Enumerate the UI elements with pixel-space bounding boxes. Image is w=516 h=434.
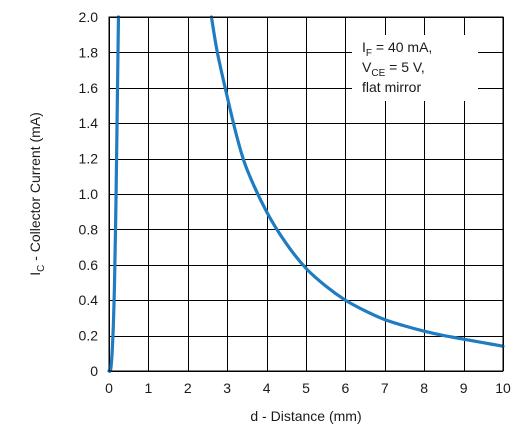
x-tick-label: 4	[263, 380, 271, 396]
y-tick-label: 2.0	[79, 9, 99, 25]
y-tick-labels: 0 0.2 0.4 0.6 0.8 1.0 1.2 1.4 1.6 1.8 2.0	[79, 9, 99, 379]
annotation-line: VCE = 5 V,	[362, 59, 425, 79]
x-tick-label: 3	[223, 380, 231, 396]
y-tick-label: 1.4	[79, 115, 99, 131]
curves	[107, 15, 505, 373]
y-axis-label-main: I	[27, 272, 43, 276]
x-tick-label: 10	[495, 380, 511, 396]
annotation-background	[352, 35, 478, 101]
annotation-line: IF = 40 mA,	[362, 39, 432, 59]
y-tick-label: 1.8	[79, 44, 99, 60]
series-line-1	[209, 15, 505, 348]
annotation-line: flat mirror	[362, 79, 421, 95]
series-line-0	[107, 15, 121, 373]
x-axis-label: d - Distance (mm)	[250, 408, 361, 424]
y-tick-label: 1.0	[79, 186, 99, 202]
annotation: IF = 40 mA,VCE = 5 V,flat mirror	[362, 39, 432, 95]
y-tick-label: 1.6	[79, 80, 99, 96]
x-tick-label: 2	[184, 380, 192, 396]
x-tick-label: 6	[342, 380, 350, 396]
y-tick-label: 0	[90, 363, 98, 379]
x-tick-label: 8	[420, 380, 428, 396]
x-tick-labels: 0 1 2 3 4 5 6 7 8 9 10	[105, 380, 511, 396]
y-axis-label-subscript: C	[36, 265, 47, 272]
y-tick-label: 0.2	[79, 328, 99, 344]
x-tick-label: 9	[460, 380, 468, 396]
x-tick-label: 7	[381, 380, 389, 396]
x-tick-label: 1	[145, 380, 153, 396]
plot-frame	[108, 16, 504, 372]
y-tick-label: 0.8	[79, 221, 99, 237]
y-axis-label-rest: - Collector Current (mA)	[27, 112, 43, 264]
x-tick-label: 5	[302, 380, 310, 396]
y-axis-label: IC - Collector Current (mA)	[27, 112, 47, 276]
y-tick-label: 1.2	[79, 151, 99, 167]
x-tick-label: 0	[105, 380, 113, 396]
y-tick-label: 0.6	[79, 257, 99, 273]
y-tick-label: 0.4	[79, 292, 99, 308]
